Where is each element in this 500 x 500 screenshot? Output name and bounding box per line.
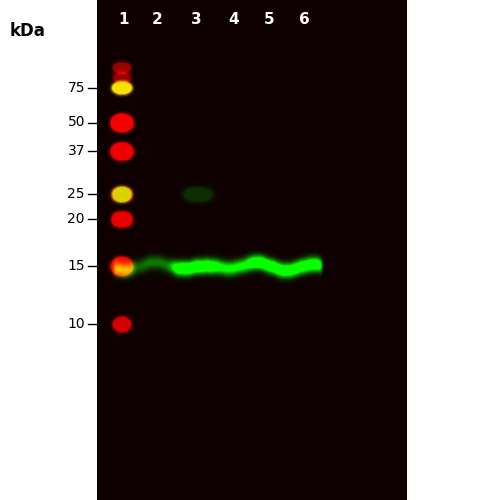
Text: 20: 20 — [68, 212, 85, 226]
Text: 1: 1 — [119, 12, 129, 26]
Text: 10: 10 — [68, 317, 85, 331]
Text: 3: 3 — [191, 12, 202, 26]
Text: 5: 5 — [264, 12, 274, 26]
Text: 2: 2 — [152, 12, 163, 26]
Text: kDa: kDa — [10, 22, 46, 40]
Text: 37: 37 — [68, 144, 85, 158]
Text: 4: 4 — [228, 12, 239, 26]
Text: 50: 50 — [68, 116, 85, 130]
Text: 15: 15 — [68, 259, 85, 273]
Text: 25: 25 — [68, 187, 85, 201]
Text: 75: 75 — [68, 80, 85, 94]
Text: 6: 6 — [298, 12, 310, 26]
